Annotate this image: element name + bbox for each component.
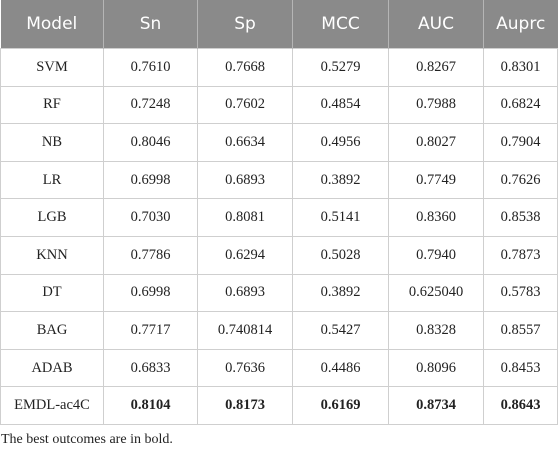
value-cell: 0.8027 (388, 123, 484, 162)
value-cell: 0.8267 (388, 48, 484, 87)
value-cell: 0.4486 (292, 348, 389, 388)
table-row: RF 0.7248 0.7602 0.4854 0.7988 0.6824 (0, 85, 558, 125)
value-cell: 0.6634 (197, 123, 293, 162)
value-cell: 0.7248 (103, 85, 198, 125)
table-row: BAG 0.7717 0.740814 0.5427 0.8328 0.8557 (0, 311, 558, 350)
value-cell: 0.8643 (483, 386, 558, 425)
model-cell: KNN (0, 235, 104, 275)
value-cell: 0.6169 (292, 386, 389, 425)
results-table: Model Sn Sp MCC AUC Auprc SVM 0.7610 0.7668 0.52… (0, 0, 558, 425)
column-header: Auprc (483, 0, 558, 49)
value-cell: 0.7668 (197, 48, 293, 87)
column-header: Sn (103, 0, 198, 49)
value-cell: 0.7626 (483, 160, 558, 200)
table-row: KNN 0.7786 0.6294 0.5028 0.7940 0.7873 (0, 235, 558, 275)
table-row: EMDL-ac4C 0.8104 0.8173 0.6169 0.8734 0.8643 (0, 386, 558, 425)
model-cell: ADAB (0, 348, 104, 388)
value-cell: 0.8081 (197, 198, 293, 237)
value-cell: 0.8104 (103, 386, 198, 425)
value-cell: 0.7988 (388, 85, 484, 125)
table-header: Model Sn Sp MCC AUC Auprc (0, 0, 558, 49)
value-cell: 0.8453 (483, 348, 558, 388)
column-header: Sp (197, 0, 293, 49)
value-cell: 0.7602 (197, 85, 293, 125)
value-cell: 0.7904 (483, 123, 558, 162)
value-cell: 0.8301 (483, 48, 558, 87)
value-cell: 0.8360 (388, 198, 484, 237)
value-cell: 0.8173 (197, 386, 293, 425)
table-row: ADAB 0.6833 0.7636 0.4486 0.8096 0.8453 (0, 348, 558, 388)
value-cell: 0.8557 (483, 311, 558, 350)
value-cell: 0.7717 (103, 311, 198, 350)
value-cell: 0.4854 (292, 85, 389, 125)
value-cell: 0.8538 (483, 198, 558, 237)
column-header: MCC (292, 0, 389, 49)
model-cell: LR (0, 160, 104, 200)
value-cell: 0.7940 (388, 235, 484, 275)
value-cell: 0.6824 (483, 85, 558, 125)
model-cell: RF (0, 85, 104, 125)
table-row: SVM 0.7610 0.7668 0.5279 0.8267 0.8301 (0, 48, 558, 87)
value-cell: 0.6294 (197, 235, 293, 275)
model-cell: DT (0, 273, 104, 313)
value-cell: 0.6998 (103, 273, 198, 313)
value-cell: 0.3892 (292, 160, 389, 200)
value-cell: 0.5427 (292, 311, 389, 350)
model-cell: SVM (0, 48, 104, 87)
value-cell: 0.8328 (388, 311, 484, 350)
value-cell: 0.5141 (292, 198, 389, 237)
model-cell: LGB (0, 198, 104, 237)
header-row: Model Sn Sp MCC AUC Auprc (0, 0, 558, 49)
value-cell: 0.8096 (388, 348, 484, 388)
table-row: LGB 0.7030 0.8081 0.5141 0.8360 0.8538 (0, 198, 558, 237)
value-cell: 0.6893 (197, 273, 293, 313)
value-cell: 0.8046 (103, 123, 198, 162)
value-cell: 0.3892 (292, 273, 389, 313)
value-cell: 0.5783 (483, 273, 558, 313)
value-cell: 0.6833 (103, 348, 198, 388)
table-body: SVM 0.7610 0.7668 0.5279 0.8267 0.8301 RF 0.724… (0, 48, 558, 425)
value-cell: 0.5028 (292, 235, 389, 275)
value-cell: 0.7873 (483, 235, 558, 275)
value-cell: 0.6893 (197, 160, 293, 200)
value-cell: 0.625040 (388, 273, 484, 313)
value-cell: 0.7610 (103, 48, 198, 87)
column-header: Model (0, 0, 104, 49)
value-cell: 0.7786 (103, 235, 198, 275)
value-cell: 0.5279 (292, 48, 389, 87)
value-cell: 0.8734 (388, 386, 484, 425)
model-cell: BAG (0, 311, 104, 350)
model-cell: NB (0, 123, 104, 162)
value-cell: 0.6998 (103, 160, 198, 200)
value-cell: 0.740814 (197, 311, 293, 350)
value-cell: 0.4956 (292, 123, 389, 162)
column-header: AUC (388, 0, 484, 49)
value-cell: 0.7636 (197, 348, 293, 388)
value-cell: 0.7030 (103, 198, 198, 237)
footnote: The best outcomes are in bold. (1, 432, 173, 447)
model-cell: EMDL-ac4C (0, 386, 104, 425)
table-row: LR 0.6998 0.6893 0.3892 0.7749 0.7626 (0, 160, 558, 200)
value-cell: 0.7749 (388, 160, 484, 200)
table-row: DT 0.6998 0.6893 0.3892 0.625040 0.5783 (0, 273, 558, 313)
table-row: NB 0.8046 0.6634 0.4956 0.8027 0.7904 (0, 123, 558, 162)
